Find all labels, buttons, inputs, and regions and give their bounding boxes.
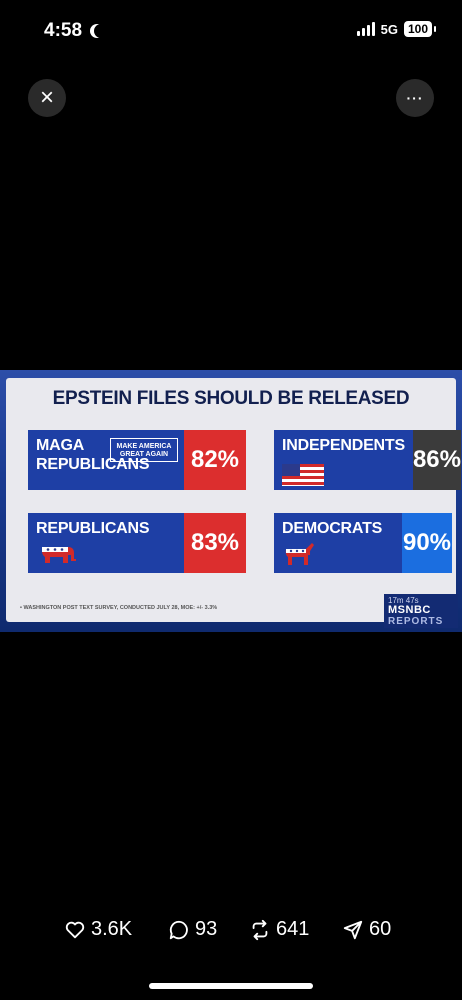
signal-icon [356,22,375,36]
poll-graphic: EPSTEIN FILES SHOULD BE RELEASED MAGA RE… [6,378,461,622]
repost-button[interactable]: 641 [249,918,309,941]
time-text: 4:58 [44,20,83,41]
network-logo: 17m 47s MSNBC REPORTS [384,594,458,628]
network-name: MSNBC [388,604,431,616]
elephant-icon [42,547,76,563]
maga-badge: MAKE AMERICA GREAT AGAIN [110,438,178,462]
like-button[interactable]: 3.6K [64,918,132,941]
poll-percent: 90% [402,513,452,573]
close-button[interactable]: × [28,79,66,117]
more-options-button[interactable]: ··· [396,79,434,117]
card-label: REPUBLICANS [36,456,150,473]
us-flag-icon [282,464,324,486]
show-name: REPORTS [388,616,444,627]
share-count: 60 [369,918,392,940]
heart-icon [65,921,85,938]
status-bar: 4:58 5G 100 [0,0,462,60]
reply-count: 93 [195,918,218,940]
poll-headline: EPSTEIN FILES SHOULD BE RELEASED [52,388,410,409]
battery-icon: 100 [403,21,437,37]
more-icon: ··· [406,90,424,106]
close-icon: × [39,84,54,111]
like-count: 3.6K [91,918,133,940]
card-label: MAGA [36,437,85,454]
status-indicators: 5G 100 [356,21,437,37]
repost-count: 641 [276,918,310,940]
poll-card-independents: INDEPENDENTS 86% [274,430,461,490]
poll-percent: 82% [184,430,246,490]
poll-percent: 86% [412,430,461,490]
moon-icon [94,24,108,38]
share-button[interactable]: 60 [342,918,391,941]
card-label: REPUBLICANS [36,520,150,537]
poll-source: • WASHINGTON POST TEXT SURVEY, CONDUCTED… [20,605,218,611]
poll-card-democrats: DEMOCRATS 90% [274,513,452,573]
card-label: INDEPENDENTS [282,437,405,454]
donkey-icon [285,543,314,565]
news-timer: 17m 47s [388,596,419,605]
engagement-bar: 3.6K 93 641 60 [0,918,462,950]
poll-card-maga: MAGA REPUBLICANS MAKE AMERICA GREAT AGAI… [28,430,246,490]
home-indicator[interactable] [149,983,313,989]
status-time: 4:58 [44,20,102,42]
network-label: 5G [380,21,398,37]
poll-card-republicans: REPUBLICANS 83% [28,513,246,573]
reply-button[interactable]: 93 [168,918,217,941]
post-image[interactable]: EPSTEIN FILES SHOULD BE RELEASED MAGA RE… [0,370,462,632]
repost-icon [252,919,268,940]
comment-icon [169,920,188,939]
card-label: DEMOCRATS [282,520,383,537]
send-icon [343,920,363,939]
poll-percent: 83% [184,513,246,573]
